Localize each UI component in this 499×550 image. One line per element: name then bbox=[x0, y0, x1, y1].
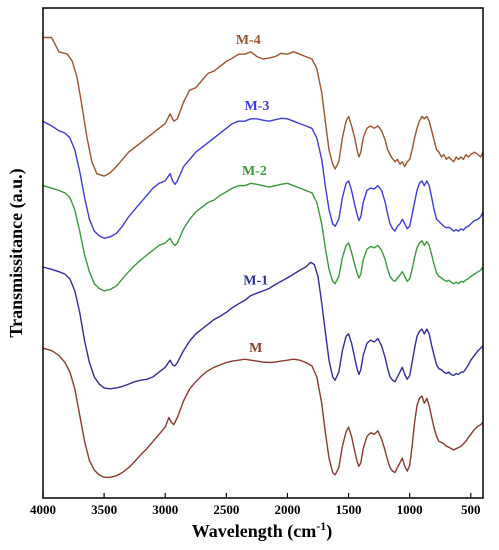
series-layer bbox=[42, 36, 484, 478]
x-axis-title: Wavelength (cm-1) bbox=[192, 519, 332, 542]
series-label-m-2: M-2 bbox=[242, 164, 267, 179]
series-label-m-3: M-3 bbox=[244, 99, 269, 114]
series-labels: M-4 M-3 M-2 M-1 M bbox=[236, 33, 269, 356]
series-label-m-1: M-1 bbox=[243, 274, 268, 289]
series-line-m-1 bbox=[42, 261, 484, 390]
series-line-m-3 bbox=[42, 117, 484, 239]
series-line-m-4 bbox=[43, 36, 484, 177]
plot-frame bbox=[42, 7, 484, 499]
x-tick-label-1000: 1000 bbox=[397, 502, 423, 517]
x-tick-label-500: 500 bbox=[461, 502, 481, 517]
x-tick-label-3500: 3500 bbox=[91, 502, 117, 517]
x-tick-label-3000: 3000 bbox=[152, 502, 178, 517]
series-label-m: M bbox=[249, 341, 262, 356]
x-tick-label-1500: 1500 bbox=[336, 502, 362, 517]
series-label-m-4: M-4 bbox=[236, 33, 261, 48]
x-axis-title-tail: ) bbox=[326, 521, 332, 542]
x-tick-label-2000: 2000 bbox=[274, 502, 300, 517]
series-line-m bbox=[42, 347, 484, 478]
x-tick-label-2500: 2500 bbox=[213, 502, 239, 517]
x-axis-title-main: Wavelength (cm bbox=[192, 521, 316, 542]
x-axis-title-superscript: -1 bbox=[316, 519, 326, 533]
y-axis-title: Transmissitance (a.u.) bbox=[6, 168, 27, 337]
x-tick-label-4000: 4000 bbox=[30, 502, 56, 517]
series-line-m-2 bbox=[42, 182, 484, 292]
x-axis: 4000 3500 3000 2500 2000 1500 1000 500 bbox=[30, 493, 481, 517]
